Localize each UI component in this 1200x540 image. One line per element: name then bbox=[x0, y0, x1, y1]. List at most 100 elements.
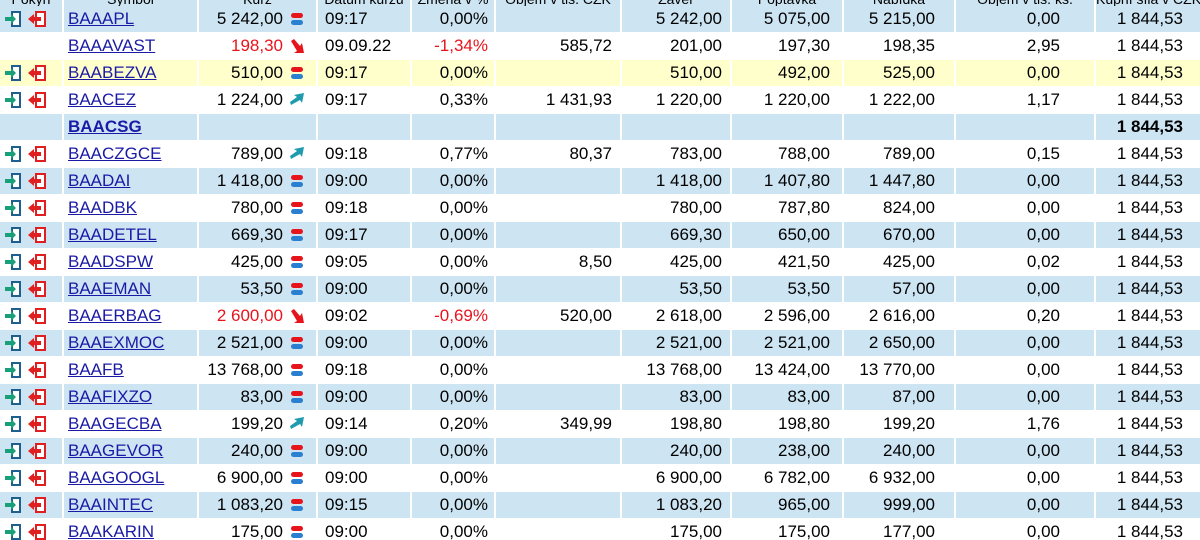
symbol-link[interactable]: BAABEZVA bbox=[68, 63, 157, 82]
buy-button[interactable] bbox=[4, 280, 22, 298]
buy-button[interactable] bbox=[4, 361, 22, 379]
symbol-link[interactable]: BAADSPW bbox=[68, 252, 154, 271]
value-cell: 09:14 bbox=[318, 411, 410, 437]
symbol-link[interactable]: BAADETEL bbox=[68, 225, 157, 244]
order-cell bbox=[0, 195, 62, 221]
value-cell: 53,50 bbox=[622, 276, 730, 302]
cell-text: 0,00% bbox=[439, 333, 488, 352]
value-cell: 670,00 bbox=[844, 222, 954, 248]
header-text: Objem v tis. ks. bbox=[977, 0, 1073, 6]
symbol-link[interactable]: BAAAPL bbox=[68, 9, 135, 28]
cell-text: 1,17 bbox=[1026, 90, 1060, 109]
value-cell: 09:00 bbox=[318, 330, 410, 356]
order-cell bbox=[0, 222, 62, 248]
sell-button[interactable] bbox=[27, 199, 47, 217]
buy-button[interactable] bbox=[4, 388, 22, 406]
symbol-link[interactable]: BAAEXMOC bbox=[68, 333, 165, 352]
buy-button[interactable] bbox=[4, 199, 22, 217]
sell-button[interactable] bbox=[27, 145, 47, 163]
cell-text: 1 431,93 bbox=[545, 90, 612, 109]
symbol-link[interactable]: BAADAI bbox=[68, 171, 131, 190]
cell-text: 999,00 bbox=[883, 495, 935, 514]
buy-button[interactable] bbox=[4, 415, 22, 433]
value-cell bbox=[496, 465, 620, 491]
cell-text: 198,80 bbox=[778, 414, 830, 433]
sell-button[interactable] bbox=[27, 334, 47, 352]
buy-button[interactable] bbox=[4, 172, 22, 190]
cell-text: 240,00 bbox=[231, 441, 283, 460]
value-cell: 1 844,53 bbox=[1096, 519, 1200, 540]
value-cell: 0,02 bbox=[956, 249, 1094, 275]
sell-button[interactable] bbox=[27, 307, 47, 325]
buy-button[interactable] bbox=[4, 10, 22, 28]
sell-button[interactable] bbox=[27, 523, 47, 540]
cell-text: 8,50 bbox=[578, 252, 612, 271]
sell-button[interactable] bbox=[27, 226, 47, 244]
sell-button[interactable] bbox=[27, 10, 47, 28]
symbol-link[interactable]: BAAERBAG bbox=[68, 306, 162, 325]
cell-text: 5 242,00 bbox=[216, 9, 283, 28]
symbol-link[interactable]: BAAEMAN bbox=[68, 279, 152, 298]
value-cell: 0,20% bbox=[412, 411, 494, 437]
value-cell: 1 844,53 bbox=[1096, 492, 1200, 518]
sell-button[interactable] bbox=[27, 280, 47, 298]
value-cell: 0,20 bbox=[956, 303, 1094, 329]
sell-button[interactable] bbox=[27, 64, 47, 82]
buy-button[interactable] bbox=[4, 226, 22, 244]
buy-button[interactable] bbox=[4, 253, 22, 271]
buy-button[interactable] bbox=[4, 145, 22, 163]
value-cell bbox=[199, 114, 316, 140]
sell-button[interactable] bbox=[27, 253, 47, 271]
value-cell: 1 844,53 bbox=[1096, 114, 1200, 140]
buy-button[interactable] bbox=[4, 334, 22, 352]
cell-text: 1 083,20 bbox=[655, 495, 722, 514]
buy-button[interactable] bbox=[4, 469, 22, 487]
order-cell bbox=[0, 33, 62, 59]
buy-button[interactable] bbox=[4, 442, 22, 460]
buy-button[interactable] bbox=[4, 523, 22, 540]
value-cell: 6 782,00 bbox=[732, 465, 842, 491]
sell-button[interactable] bbox=[27, 172, 47, 190]
cell-text: 09:14 bbox=[325, 414, 368, 433]
symbol-link[interactable]: BAACEZ bbox=[68, 90, 137, 109]
symbol-link[interactable]: BAAGECBA bbox=[68, 414, 162, 433]
cell-text: 83,00 bbox=[787, 387, 830, 406]
symbol-link[interactable]: BAAINTEC bbox=[68, 495, 154, 514]
value-cell: 1 844,53 bbox=[1096, 141, 1200, 167]
value-cell: 421,50 bbox=[732, 249, 842, 275]
value-cell: 1 844,53 bbox=[1096, 411, 1200, 437]
symbol-link[interactable]: BAACZGCE bbox=[68, 144, 162, 163]
sell-button[interactable] bbox=[27, 388, 47, 406]
symbol-link[interactable]: BAAAVAST bbox=[68, 36, 156, 55]
sell-button[interactable] bbox=[27, 361, 47, 379]
buy-button[interactable] bbox=[4, 91, 22, 109]
symbol-link[interactable]: BAAFIXZO bbox=[68, 387, 153, 406]
value-cell: 238,00 bbox=[732, 438, 842, 464]
value-cell: 199,20 bbox=[199, 411, 316, 437]
value-cell: 510,00 bbox=[199, 60, 316, 86]
cell-text: 780,00 bbox=[231, 198, 283, 217]
buy-button[interactable] bbox=[4, 496, 22, 514]
buy-button[interactable] bbox=[4, 64, 22, 82]
value-cell: 6 900,00 bbox=[199, 465, 316, 491]
value-cell: 669,30 bbox=[622, 222, 730, 248]
sell-button[interactable] bbox=[27, 415, 47, 433]
sell-button[interactable] bbox=[27, 91, 47, 109]
sell-button[interactable] bbox=[27, 469, 47, 487]
sell-button[interactable] bbox=[27, 442, 47, 460]
value-cell: 09:17 bbox=[318, 87, 410, 113]
buy-button[interactable] bbox=[4, 307, 22, 325]
cell-text: 1 222,00 bbox=[868, 90, 935, 109]
symbol-link[interactable]: BAADBK bbox=[68, 198, 137, 217]
cell-text: 0,00% bbox=[439, 225, 488, 244]
value-cell: 09:00 bbox=[318, 384, 410, 410]
cell-text: 780,00 bbox=[670, 198, 722, 217]
symbol-link[interactable]: BAAGOOGL bbox=[68, 468, 165, 487]
symbol-link[interactable]: BAAKARIN bbox=[68, 522, 154, 540]
cell-text: 175,00 bbox=[778, 522, 830, 540]
symbol-link[interactable]: BAAGEVOR bbox=[68, 441, 164, 460]
cell-text: 0,00% bbox=[439, 279, 488, 298]
sell-button[interactable] bbox=[27, 496, 47, 514]
symbol-link[interactable]: BAACSG bbox=[68, 117, 142, 136]
symbol-link[interactable]: BAAFB bbox=[68, 360, 124, 379]
